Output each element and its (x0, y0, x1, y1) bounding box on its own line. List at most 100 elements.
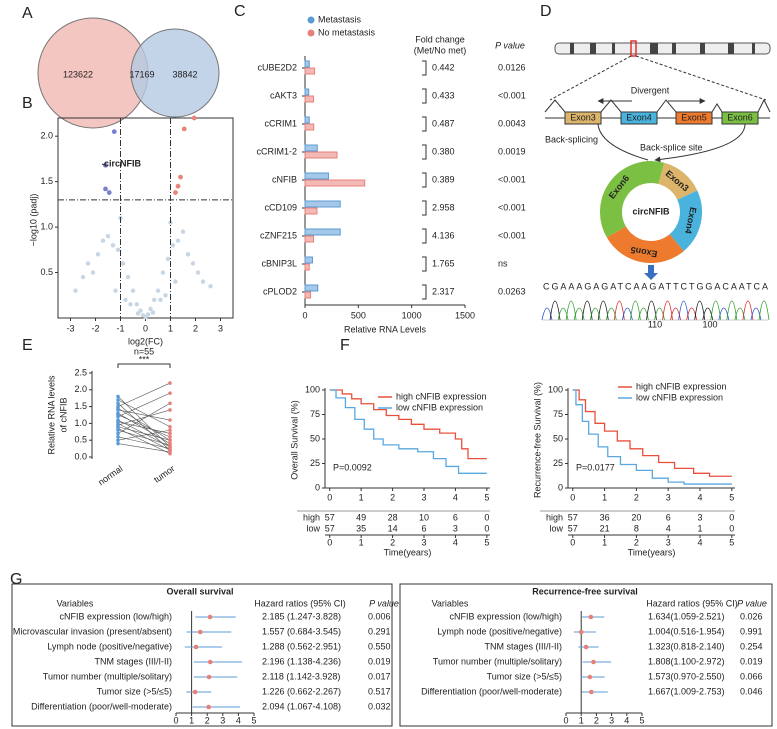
p-value: 0.026 (740, 611, 763, 621)
bar (304, 67, 316, 75)
variable: cNFIB expression (low/high) (449, 611, 562, 621)
chromosome-band (650, 43, 658, 54)
variable: Tumor size (>5/≤5) (487, 671, 562, 681)
legend-label: high cNFIB expression (396, 391, 487, 401)
point (113, 288, 118, 293)
point (195, 270, 201, 275)
point (116, 408, 120, 412)
bar (304, 172, 329, 180)
point (134, 302, 139, 307)
point (135, 311, 141, 316)
bracket (422, 284, 427, 300)
variable: cNFIB expression (low/high) (59, 611, 172, 621)
p-value: 0.019 (740, 656, 763, 666)
point (150, 310, 156, 315)
risk-count: 10 (419, 512, 429, 522)
annotation: P=0.0092 (333, 462, 372, 472)
bracket (422, 228, 427, 244)
variable: Tumor number (multiple/solitary) (43, 671, 172, 681)
point (73, 288, 78, 293)
exon-label: Exon6 (727, 112, 753, 122)
y-tick-label: 50 (553, 433, 563, 443)
trace-peak (654, 307, 665, 321)
p-value: <0.001 (498, 230, 526, 240)
y-tick-label: 1.5 (74, 401, 87, 411)
point (168, 443, 172, 448)
point (95, 252, 101, 257)
risk-count: 0 (484, 512, 489, 522)
x-tick-label: 2 (390, 537, 395, 547)
circ-segment (606, 225, 684, 263)
divergent-label: Divergent (631, 85, 670, 95)
point (105, 233, 111, 239)
x-tick-label: 5 (729, 492, 734, 502)
point (168, 438, 172, 443)
exon (564, 111, 602, 125)
bracket (422, 88, 427, 104)
p-value: 0.0043 (498, 118, 526, 128)
p-value: 0.046 (740, 686, 763, 696)
bracket (422, 200, 427, 216)
risk-count: 6 (666, 512, 671, 522)
point (116, 398, 120, 402)
x-tick-label: 5 (484, 492, 489, 502)
risk-count: 0 (729, 512, 734, 522)
column-header: P value (737, 598, 767, 608)
p-value: 0.291 (368, 626, 391, 636)
hazard-ratio (206, 674, 212, 680)
chromosome-band (700, 43, 705, 54)
legend-label: low cNFIB expression (636, 392, 723, 402)
category-label: cUBE2D2 (257, 62, 297, 72)
down-arrow (644, 265, 658, 280)
p-value: ns (498, 258, 508, 268)
chromosome-band (752, 43, 755, 54)
survival-curve (572, 389, 732, 485)
bar (304, 179, 366, 187)
point (116, 401, 120, 406)
x-tick-label: 500 (351, 310, 366, 320)
category-label: cNFIB (272, 174, 297, 184)
trace-peak (718, 307, 730, 321)
x-tick-label: 4 (624, 715, 629, 725)
risk-count: 49 (356, 512, 366, 522)
point (160, 270, 166, 275)
bracket (422, 256, 427, 272)
venn-count: 17169 (129, 69, 154, 79)
y-axis-label: Relative RNA levels (46, 375, 56, 455)
chromosome-band (728, 43, 734, 54)
trace-peak (638, 307, 649, 321)
point (155, 288, 161, 293)
point (168, 401, 172, 406)
survival-curve (572, 389, 732, 477)
x-tick-label: 4 (698, 537, 703, 547)
risk-row-label: low (306, 523, 320, 533)
risk-count: 3 (698, 512, 703, 522)
p-value: 0.017 (368, 671, 391, 681)
bar (304, 95, 315, 103)
trace-peak (758, 300, 770, 321)
risk-count: 57 (568, 512, 578, 522)
x-tick-label: 5 (484, 537, 489, 547)
bar (304, 60, 310, 68)
y-axis-label: Overall Survival (%) (289, 400, 299, 480)
hazard-ratio (591, 659, 596, 665)
y-tick-label: 2.0 (40, 131, 53, 141)
circ-segment (669, 190, 702, 252)
point (158, 297, 163, 303)
variable: Tumor size (>5/≤5) (97, 686, 172, 696)
x-tick-label: 0 (143, 323, 148, 333)
point (103, 186, 108, 192)
fold-change: 0.442 (432, 62, 455, 72)
pair-line (117, 429, 171, 446)
zoom-line (549, 55, 632, 101)
variable: Differentiation (poor/well-moderate) (31, 701, 172, 711)
x-tick-label: -2 (91, 323, 99, 333)
pair-line (117, 413, 171, 444)
fold-change: 2.958 (432, 202, 455, 212)
risk-count: 0 (484, 523, 489, 533)
x-tick-label: 2 (193, 323, 198, 333)
column-header: (Met/No met) (414, 45, 467, 55)
hazard-ratio (193, 644, 199, 650)
point (116, 438, 120, 443)
